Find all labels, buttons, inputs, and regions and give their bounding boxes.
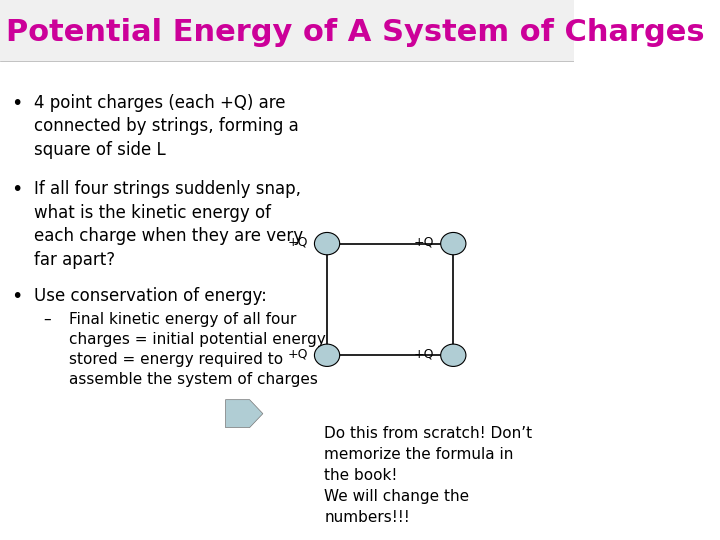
Polygon shape: [225, 400, 263, 428]
Text: Potential Energy of A System of Charges: Potential Energy of A System of Charges: [6, 18, 704, 48]
Text: +Q: +Q: [414, 348, 434, 361]
Circle shape: [315, 232, 340, 255]
Text: +Q: +Q: [414, 236, 434, 249]
Text: +Q: +Q: [287, 236, 308, 249]
Text: •: •: [12, 94, 23, 113]
Circle shape: [441, 344, 466, 367]
Circle shape: [315, 344, 340, 367]
Text: 4 point charges (each +Q) are
connected by strings, forming a
square of side L: 4 point charges (each +Q) are connected …: [35, 94, 300, 159]
Text: Do this from scratch! Don’t
memorize the formula in
the book!
We will change the: Do this from scratch! Don’t memorize the…: [324, 426, 532, 525]
Text: –: –: [43, 312, 50, 327]
Text: If all four strings suddenly snap,
what is the kinetic energy of
each charge whe: If all four strings suddenly snap, what …: [35, 180, 304, 269]
Text: •: •: [12, 180, 23, 199]
Text: Final kinetic energy of all four
charges = initial potential energy
stored = ene: Final kinetic energy of all four charges…: [69, 312, 325, 387]
Text: +Q: +Q: [287, 348, 308, 361]
Circle shape: [441, 232, 466, 255]
FancyBboxPatch shape: [0, 0, 574, 61]
Text: Use conservation of energy:: Use conservation of energy:: [35, 287, 267, 305]
Text: •: •: [12, 287, 23, 306]
